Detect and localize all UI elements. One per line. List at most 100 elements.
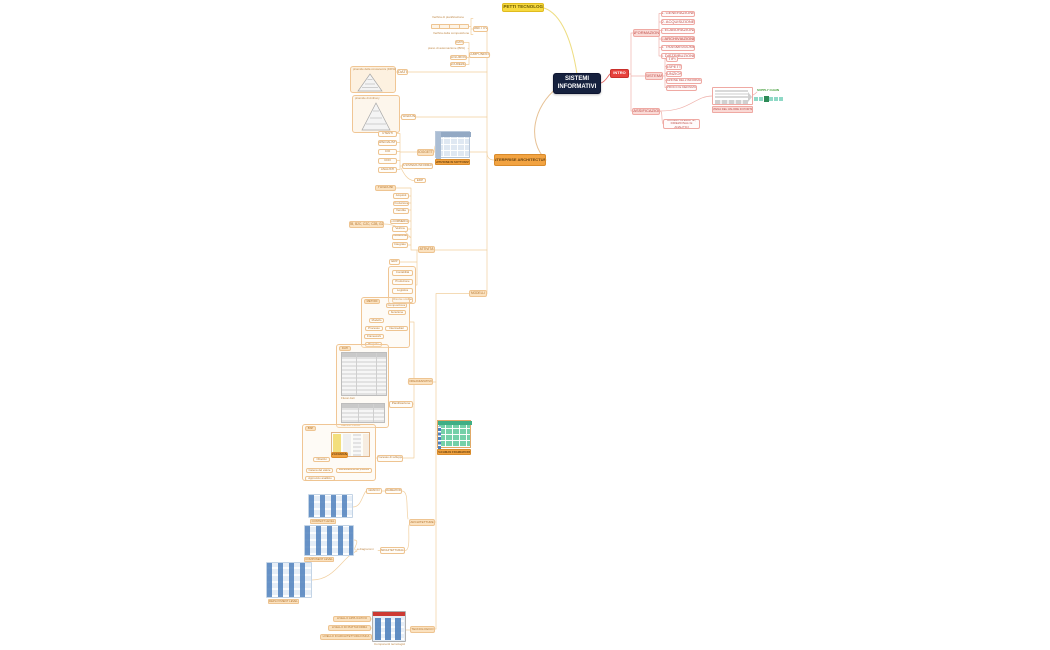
node-ecommerce-item[interactable]: Transazionale (392, 234, 408, 240)
node-informazione[interactable]: INFORMAZIONE (633, 29, 660, 37)
node-framework[interactable]: FRAMEWORK (385, 488, 402, 494)
node-sistema[interactable]: SISTEMA (645, 72, 663, 80)
node-aspetti-tecnologici[interactable]: ASPETTI TECNOLOGICI (502, 3, 544, 12)
node-funzione-item[interactable]: Acquisti (393, 193, 409, 199)
node-funzioni[interactable]: FUNZIONI (401, 114, 416, 120)
node-metodo[interactable]: Composizione (386, 303, 407, 308)
node-attivita[interactable]: ATTIVITÀ (418, 246, 435, 253)
node-soggetti[interactable]: SOGGETTI (417, 149, 434, 156)
diagram-component-image[interactable] (304, 525, 354, 556)
node-classificazione[interactable]: CLASSIFICAZIONE (632, 108, 660, 115)
node-processo-sviluppo[interactable]: Processo di sviluppo (377, 454, 403, 462)
node-soggetto[interactable]: UTENTI (378, 131, 397, 137)
node-erp-item[interactable]: Produzione (392, 279, 413, 285)
node-livello-applicativo[interactable]: LIVELLO APPLICATIVO (333, 616, 371, 622)
node-si-vs-informatico[interactable]: SI VS SISTEMA INFORMATICO (402, 163, 433, 169)
node-sistema-item[interactable]: FUNZIONI (666, 71, 682, 77)
metodi-container[interactable]: METODI Composizione Iterazione Modello P… (361, 297, 410, 348)
node-metodo[interactable]: Intermediari (385, 326, 408, 331)
node-obiettivi-item1[interactable]: Verifica di pianificazione (432, 15, 465, 19)
node-obiettivi-item2[interactable]: Verifica della composizione (433, 31, 470, 35)
node-soggetto[interactable]: CDO (378, 158, 397, 164)
node-classificazione-note[interactable]: SISTEMI OPERATIVI, DIREZIONALI E ANALITI… (663, 119, 700, 129)
metodi-header[interactable]: METODI (364, 299, 380, 304)
node-bsp-item[interactable]: Identificazione dei processi (336, 468, 372, 473)
node-ecommerce-item[interactable]: Integrato (392, 242, 408, 248)
node-architetturali[interactable]: ARCHITETTURALI (380, 547, 405, 554)
node-sistema-header[interactable]: TIPI (666, 56, 678, 62)
node-ecommerce-tags[interactable]: B2B, B2C, C2C, C2B, G2C (349, 221, 384, 228)
node-livello-piattaforma[interactable]: LIVELLO DI PIATTAFORMA (328, 625, 371, 631)
tech-components-image[interactable] (372, 611, 406, 642)
node-soggetto[interactable]: CIO (378, 149, 397, 155)
node-zachman-badge[interactable]: ZACHMAN (331, 452, 348, 458)
node-organizzativo[interactable]: ORGANIZZATIVO (408, 378, 433, 385)
node-bsp-item[interactable]: Catena del valore (306, 468, 333, 473)
node-architetture[interactable]: ARCHITETTURE (409, 519, 435, 526)
node-soggetto[interactable]: SPECIALISTI (378, 140, 397, 146)
diagram-context-image[interactable] (308, 494, 353, 518)
zachman-matrix-image[interactable] (437, 420, 472, 449)
dikw-box[interactable]: piramide della conoscenza (DIKW) (350, 66, 396, 93)
table2-image[interactable] (341, 403, 385, 423)
porter-arrow (748, 92, 752, 102)
node-supply-chain[interactable]: SUPPLY CHAIN (757, 88, 780, 92)
node-modelli[interactable]: MODELLI (469, 290, 487, 297)
node-funzione-item[interactable]: Produzione (393, 200, 409, 206)
node-bsp-item[interactable]: Obiettivi (313, 457, 330, 462)
node-metodo[interactable]: Framework (364, 334, 384, 339)
bsp-container[interactable]: BSP ZACHMAN Obiettivi Catena del valore … (302, 424, 376, 481)
node-edp[interactable]: EDP (414, 178, 426, 183)
tabelle-container[interactable]: DATI Flussi dati Matrice CRUD (336, 344, 389, 428)
node-grafici[interactable]: GRAFICI (366, 488, 382, 494)
node-obiettivi[interactable]: OBIETTIVI (473, 26, 488, 32)
diagram-component-caption: COMPONENT LEVEL (304, 556, 334, 562)
node-sistema-item[interactable]: EROGAZIONE DELL'INFORMAZIONE (666, 78, 702, 84)
node-componenti-sicurezza[interactable]: SICUREZZA (450, 62, 466, 67)
node-dati[interactable]: DATI (397, 69, 408, 75)
node-sistema-item[interactable]: APPROCCI E DEFINIZIONI (666, 85, 697, 91)
node-bsp-item[interactable]: Approccio analitico (305, 476, 335, 481)
node-funzione-item[interactable]: Vendite (393, 208, 409, 214)
node-sistema-item[interactable]: ASPETTI (666, 64, 682, 70)
bsp-col-yellow (333, 434, 341, 456)
node-livello-architettura-fisica[interactable]: LIVELLO DI ARCHITETTURA FISICA (320, 634, 372, 640)
porter-value-chain-image[interactable] (712, 87, 753, 105)
node-erp-header[interactable]: ERP (389, 259, 400, 265)
node-metodo[interactable]: Iterazione (388, 310, 406, 315)
node-intro[interactable]: INTRO (610, 69, 629, 78)
sottosistemi-matrix-image[interactable] (435, 131, 471, 159)
table2-divider (358, 404, 359, 422)
node-erp-item[interactable]: Logistica (392, 288, 413, 294)
node-enterprise-architecture[interactable]: ENTERPRISE ARCHITECTURE (494, 154, 546, 166)
erp-container[interactable]: Contabilità Produzione Logistica Risorse… (388, 266, 416, 304)
node-info-item[interactable]: 2. ACQUISIZIONE (661, 19, 695, 25)
node-metodo[interactable]: Modello (369, 318, 384, 323)
node-pianificazione[interactable]: Pianificazione (389, 400, 413, 408)
supply-chain-diagram[interactable] (754, 96, 784, 102)
tabelle-header[interactable]: DATI (339, 346, 351, 351)
diagram-deployment-image[interactable] (266, 562, 312, 598)
node-ecommerce-item[interactable]: Vetrina (392, 226, 408, 232)
node-componenti-bpa[interactable]: piano di automazione (BPA) (428, 46, 466, 50)
node-erp-item[interactable]: Contabilità (392, 270, 413, 276)
node-info-item[interactable]: 6. DISTRIBUZIONE (661, 53, 695, 59)
node-info-item[interactable]: 5. TRASMISSIONE (661, 44, 695, 51)
node-componenti-soluzioni[interactable]: SOLUZIONI (450, 55, 467, 60)
node-a-diagrammi[interactable]: a diagrammi (357, 547, 374, 551)
node-funzioni-aziendali[interactable]: FUNZIONI (375, 185, 396, 191)
node-componenti[interactable]: COMPONENTI (469, 52, 490, 58)
node-info-item[interactable]: 3. ELABORAZIONE (661, 27, 695, 34)
table1-image[interactable] (341, 352, 387, 396)
anthony-box[interactable]: piramide di Anthony (352, 95, 400, 133)
node-info-item[interactable]: 1. GENERAZIONE (661, 10, 695, 17)
node-tecnologico[interactable]: TECNOLOGICO (410, 626, 435, 633)
node-info-item[interactable]: 4. ARCHIVIAZIONE (661, 36, 695, 42)
node-metodo[interactable]: Processo (365, 326, 383, 331)
bsp-header[interactable]: BSP (305, 426, 316, 431)
center-topic[interactable]: SISTEMI INFORMATIVI (553, 73, 601, 94)
node-soggetto[interactable]: ANALISTI (378, 167, 397, 173)
obiettivi-chain-diagram[interactable] (431, 23, 469, 30)
node-componenti-dati[interactable]: DATI (455, 40, 464, 45)
node-ecommerce-header[interactable]: E-COMMERCE (390, 218, 409, 224)
